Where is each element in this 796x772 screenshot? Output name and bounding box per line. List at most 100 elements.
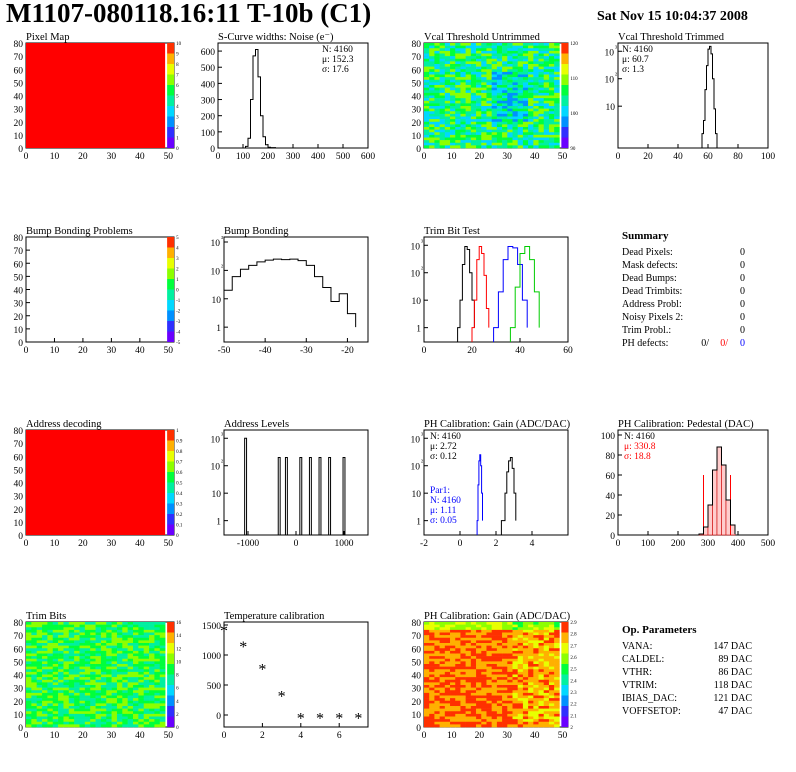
palette-label: 0.8 — [176, 450, 183, 455]
heatmap-cell — [517, 77, 524, 81]
heatmap-cell — [460, 624, 466, 628]
heatmap-cell — [496, 43, 503, 46]
heatmap-cell — [533, 690, 539, 694]
heatmap-cell — [522, 719, 529, 723]
x-tick-label: 0 — [422, 152, 427, 162]
heatmap-cell — [554, 116, 560, 120]
heatmap-cell — [84, 637, 91, 641]
heatmap-cell — [116, 624, 123, 628]
palette-label: 1 — [176, 137, 179, 142]
heatmap-cell — [481, 98, 487, 102]
heatmap-cell — [116, 687, 123, 691]
heatmap-cell — [138, 640, 145, 644]
heatmap-cell — [548, 664, 555, 667]
heatmap-cell — [26, 692, 32, 696]
heatmap-cell — [58, 658, 64, 662]
heatmap-cell — [31, 664, 38, 667]
heatmap-cell — [512, 50, 519, 54]
heatmap-cell — [491, 116, 498, 120]
heatmap-cell — [444, 643, 451, 646]
heatmap-cell — [507, 132, 513, 136]
heatmap-cell — [429, 624, 435, 628]
heatmap-cell — [528, 61, 534, 65]
heatmap-cell — [538, 53, 545, 57]
heatmap-cell — [481, 48, 487, 52]
heatmap-cell — [455, 695, 461, 699]
heatmap-cell — [517, 674, 524, 678]
heatmap-cell — [502, 134, 508, 138]
heatmap-cell — [486, 703, 492, 707]
heatmap-cell — [554, 79, 560, 83]
heatmap-cell — [460, 85, 466, 88]
heatmap-cell — [486, 90, 492, 94]
heatmap-cell — [470, 124, 477, 128]
heatmap-cell — [528, 627, 534, 631]
heatmap-cell — [522, 713, 529, 717]
palette-swatch — [167, 493, 175, 504]
heatmap-cell — [491, 140, 498, 144]
heatmap-cell — [133, 622, 139, 625]
heatmap-cell — [106, 677, 112, 681]
heatmap-cell — [455, 692, 461, 696]
heatmap-cell — [26, 645, 32, 649]
heatmap-cell — [31, 687, 38, 691]
y-tick-exp: ³ — [421, 431, 423, 439]
heatmap-cell — [496, 658, 503, 662]
heatmap-cell — [154, 711, 161, 715]
heatmap-cell — [496, 113, 503, 117]
heatmap-cell — [522, 82, 529, 86]
heatmap-cell — [538, 71, 545, 75]
heatmap-cell — [507, 724, 513, 728]
heatmap-cell — [143, 661, 150, 665]
heatmap-cell — [476, 134, 482, 138]
heatmap-cell — [149, 643, 155, 646]
heatmap-cell — [548, 721, 555, 725]
heatmap-cell — [548, 50, 555, 54]
heatmap-cell — [517, 635, 524, 639]
heatmap-cell — [502, 53, 508, 57]
heatmap-cell — [554, 111, 560, 115]
heatmap-cell — [52, 708, 59, 712]
x-tick-label: 400 — [311, 152, 326, 162]
heatmap-cell — [533, 716, 539, 720]
heatmap-cell — [455, 643, 461, 646]
heatmap-cell — [434, 98, 440, 102]
heatmap-cell — [122, 700, 128, 704]
heatmap-cell — [517, 45, 524, 49]
heatmap-cell — [507, 85, 513, 88]
heatmap-cell — [429, 95, 435, 99]
heatmap-cell — [491, 629, 498, 633]
x-tick-label: 30 — [107, 152, 117, 162]
heatmap-cell — [106, 703, 112, 707]
heatmap-cell — [439, 632, 446, 636]
heatmap-cell — [74, 687, 80, 691]
heatmap-cell — [52, 653, 59, 657]
heatmap-cell — [122, 635, 128, 639]
heatmap-cell — [502, 45, 508, 49]
heatmap-cell — [68, 669, 75, 673]
heatmap-cell — [543, 69, 550, 73]
heatmap-cell — [133, 666, 139, 670]
heatmap-cell — [528, 142, 534, 146]
heatmap-cell — [133, 624, 139, 628]
heatmap-cell — [507, 71, 513, 75]
heatmap-cell — [138, 698, 145, 702]
heatmap-cell — [512, 713, 519, 717]
heatmap-cell — [522, 116, 529, 120]
heatmap-cell — [460, 142, 466, 146]
heatmap-cell — [465, 66, 472, 70]
heatmap-cell — [533, 53, 539, 57]
heatmap-cell — [507, 103, 513, 107]
heatmap-cell — [133, 656, 139, 660]
heatmap-cell — [47, 666, 54, 670]
heatmap-cell — [84, 669, 91, 673]
heatmap-cell — [522, 66, 529, 70]
heatmap-cell — [548, 98, 555, 102]
heatmap-cell — [522, 629, 529, 633]
heatmap-cell — [111, 679, 118, 683]
heatmap-cell — [543, 82, 550, 86]
heatmap-cell — [548, 711, 555, 715]
heatmap-cell — [502, 703, 508, 707]
heatmap-cell — [424, 682, 430, 686]
